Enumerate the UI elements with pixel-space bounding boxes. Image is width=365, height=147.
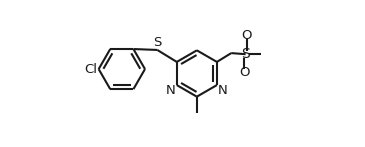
Text: O: O xyxy=(241,29,252,42)
Text: Cl: Cl xyxy=(84,63,97,76)
Text: S: S xyxy=(241,47,250,61)
Text: O: O xyxy=(239,66,250,79)
Text: N: N xyxy=(166,84,176,97)
Text: N: N xyxy=(218,84,227,97)
Text: S: S xyxy=(153,36,161,49)
